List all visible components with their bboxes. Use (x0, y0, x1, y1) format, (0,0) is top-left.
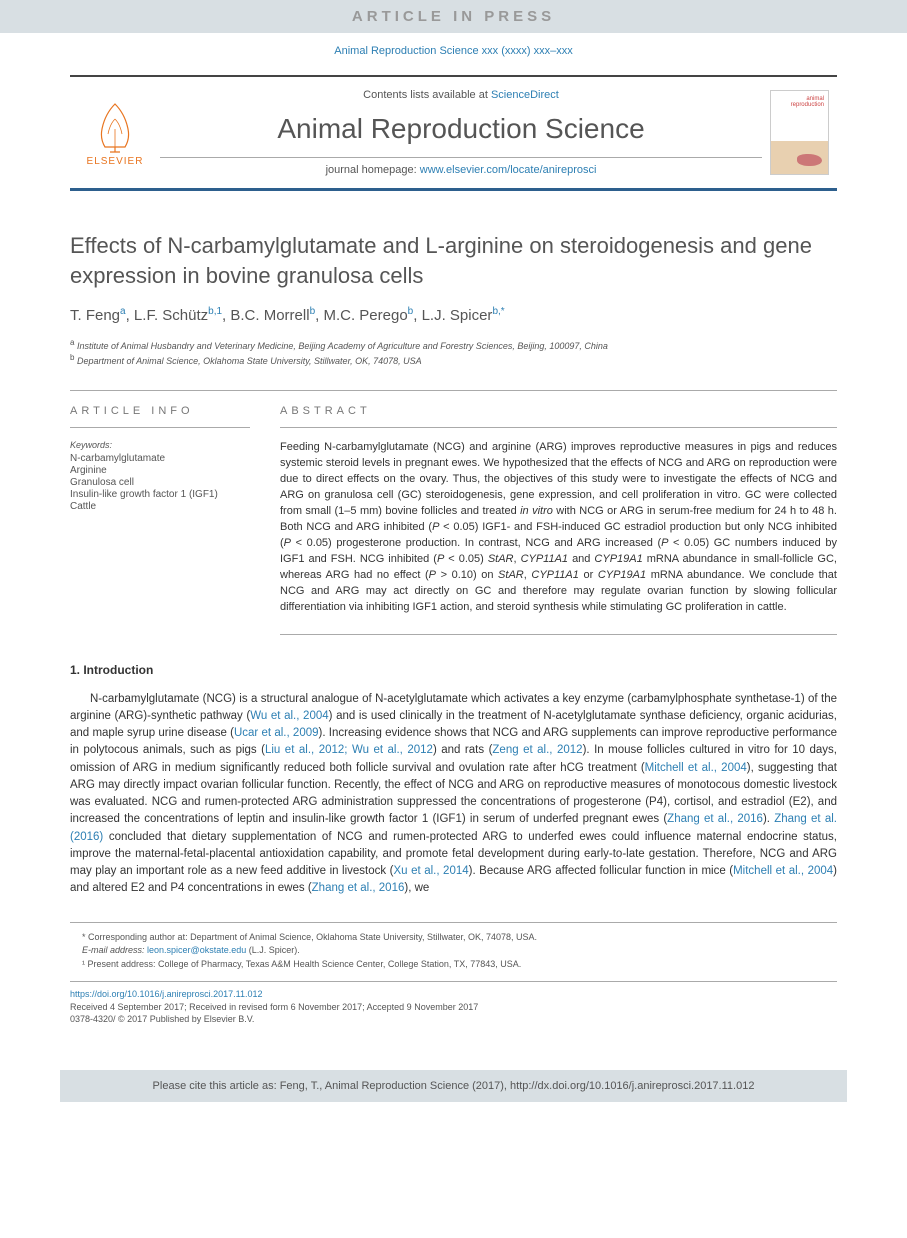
elsevier-tree-icon (90, 99, 140, 154)
article-title: Effects of N-carbamylglutamate and L-arg… (70, 231, 837, 290)
elsevier-logo: ELSEVIER (70, 77, 160, 188)
doi-block: https://doi.org/10.1016/j.anireprosci.20… (70, 981, 837, 1026)
keyword: Granulosa cell (70, 477, 250, 488)
keyword: Cattle (70, 501, 250, 512)
keywords-list: N-carbamylglutamateArginineGranulosa cel… (70, 453, 250, 512)
abstract-head: ABSTRACT (280, 405, 837, 428)
introduction-head: 1. Introduction (70, 663, 837, 677)
journal-title: Animal Reproduction Science (160, 113, 762, 145)
homepage-link[interactable]: www.elsevier.com/locate/anireprosci (420, 164, 597, 176)
cite-this-article-box: Please cite this article as: Feng, T., A… (60, 1070, 847, 1102)
introduction-body: N-carbamylglutamate (NCG) is a structura… (70, 691, 837, 898)
corresponding-author-note: * Corresponding author at: Department of… (70, 931, 837, 945)
keyword: Arginine (70, 465, 250, 476)
article-in-press-banner: ARTICLE IN PRESS (0, 0, 907, 33)
contents-prefix: Contents lists available at (363, 89, 491, 101)
affiliation: b Department of Animal Science, Oklahoma… (70, 353, 837, 366)
page-content: Effects of N-carbamylglutamate and L-arg… (0, 191, 907, 1046)
email-note: E-mail address: leon.spicer@okstate.edu … (70, 944, 837, 958)
keywords-label: Keywords: (70, 440, 250, 450)
elsevier-label: ELSEVIER (87, 156, 144, 167)
cover-image (770, 90, 829, 175)
keyword: N-carbamylglutamate (70, 453, 250, 464)
author-list: T. Fenga, L.F. Schützb,1, B.C. Morrellb,… (70, 306, 837, 324)
keyword: Insulin-like growth factor 1 (IGF1) (70, 489, 250, 500)
sciencedirect-link[interactable]: ScienceDirect (491, 89, 559, 101)
affiliations: a Institute of Animal Husbandry and Vete… (70, 338, 837, 366)
journal-header: ELSEVIER Contents lists available at Sci… (70, 75, 837, 191)
issn-copyright: 0378-4320/ © 2017 Published by Elsevier … (70, 1014, 254, 1024)
journal-cover-thumb (762, 77, 837, 188)
abstract-text: Feeding N-carbamylglutamate (NCG) and ar… (280, 440, 837, 634)
article-info-col: ARTICLE INFO Keywords: N-carbamylglutama… (70, 391, 250, 634)
received-dates: Received 4 September 2017; Received in r… (70, 1002, 478, 1012)
homepage-line: journal homepage: www.elsevier.com/locat… (160, 157, 762, 176)
doi-link[interactable]: https://doi.org/10.1016/j.anireprosci.20… (70, 989, 262, 999)
present-address-note: ¹ Present address: College of Pharmacy, … (70, 958, 837, 972)
email-suffix: (L.J. Spicer). (246, 945, 300, 955)
homepage-prefix: journal homepage: (326, 164, 420, 176)
abstract-col: ABSTRACT Feeding N-carbamylglutamate (NC… (280, 391, 837, 634)
email-label: E-mail address: (82, 945, 147, 955)
citation-line-top: Animal Reproduction Science xxx (xxxx) x… (0, 33, 907, 75)
contents-list-line: Contents lists available at ScienceDirec… (160, 89, 762, 101)
affiliation: a Institute of Animal Husbandry and Vete… (70, 338, 837, 351)
header-center: Contents lists available at ScienceDirec… (160, 77, 762, 188)
email-link[interactable]: leon.spicer@okstate.edu (147, 945, 246, 955)
article-info-head: ARTICLE INFO (70, 405, 250, 428)
info-abstract-row: ARTICLE INFO Keywords: N-carbamylglutama… (70, 390, 837, 634)
footnotes: * Corresponding author at: Department of… (70, 922, 837, 972)
